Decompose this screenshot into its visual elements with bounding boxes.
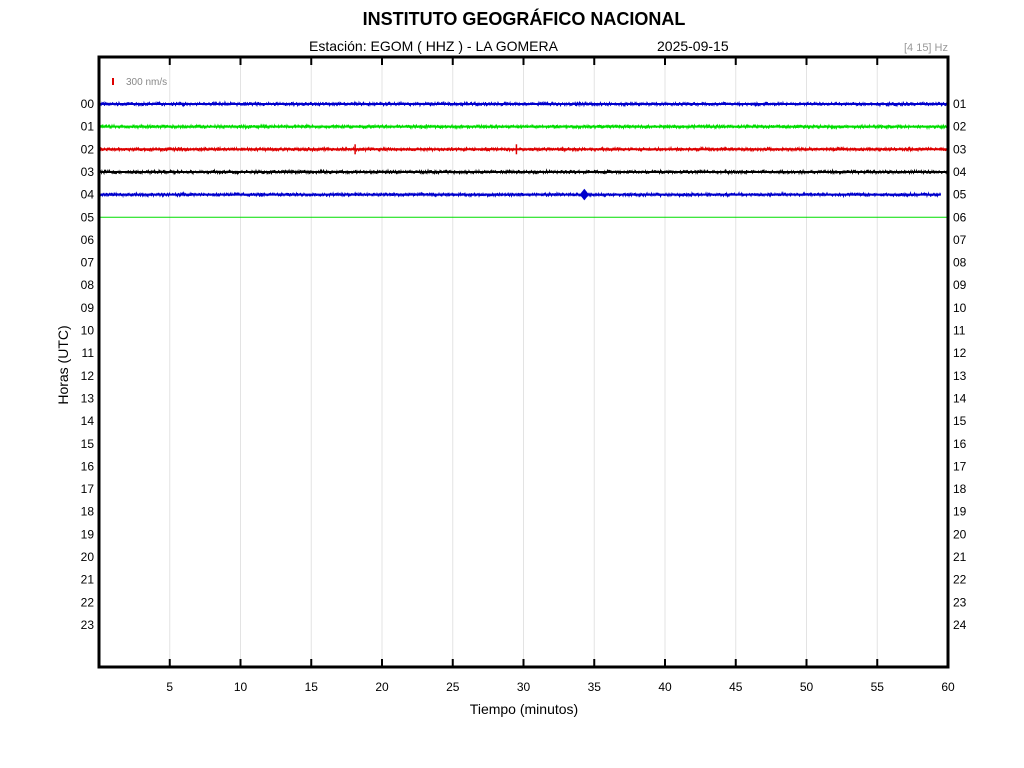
y-axis-label: Horas (UTC) (55, 325, 71, 404)
y-tick-label-left: 10 (81, 324, 95, 338)
y-tick-label-left: 12 (81, 369, 95, 383)
y-tick-label-right: 22 (953, 573, 967, 587)
x-tick-label: 25 (446, 680, 460, 694)
y-tick-label-left: 01 (81, 120, 95, 134)
y-tick-label-left: 19 (81, 527, 95, 541)
y-tick-label-left: 11 (82, 346, 95, 360)
y-tick-label-left: 14 (81, 414, 95, 428)
y-tick-label-right: 07 (953, 233, 967, 247)
filter-band-label: [4 15] Hz (903, 42, 948, 54)
axis-ticks (168, 57, 949, 667)
tick-labels: 5 10 15 20 25 30 35 40 45 50 55 60 00 01 02 03 04 05 06 07 0… (81, 97, 967, 694)
station-label: Estación: EGOM ( HHZ ) - LA GOMERA (309, 38, 558, 54)
chart-title: INSTITUTO GEOGRÁFICO NACIONAL (362, 9, 686, 29)
x-tick-label: 45 (729, 680, 743, 694)
y-tick-label-left: 15 (81, 437, 95, 451)
x-tick-label: 30 (517, 680, 531, 694)
y-tick-label-left: 02 (81, 142, 95, 156)
y-tick-label-left: 06 (81, 233, 95, 247)
y-tick-label-right: 09 (953, 278, 967, 292)
trace-event-burst (579, 188, 589, 201)
y-tick-label-left: 00 (81, 97, 95, 111)
seismic-traces (98, 100, 949, 218)
y-tick-label-left: 04 (81, 188, 95, 202)
y-tick-label-left: 07 (81, 256, 95, 270)
x-tick-label: 5 (166, 680, 173, 694)
y-tick-label-left: 13 (81, 391, 95, 405)
y-tick-label-left: 22 (81, 595, 95, 609)
y-tick-label-left: 05 (81, 210, 95, 224)
y-tick-label-right: 01 (953, 97, 967, 111)
y-tick-label-right: 16 (953, 437, 967, 451)
y-tick-label-right: 15 (953, 414, 967, 428)
x-tick-label: 20 (375, 680, 389, 694)
y-tick-label-left: 23 (81, 618, 95, 632)
y-tick-label-right: 10 (953, 301, 967, 315)
y-tick-label-right: 02 (953, 120, 967, 134)
grid-lines (169, 57, 878, 667)
x-tick-label: 50 (800, 680, 814, 694)
x-axis-label: Tiempo (minutos) (470, 701, 578, 717)
y-tick-label-right: 03 (953, 142, 967, 156)
y-tick-label-left: 17 (81, 482, 95, 496)
scale-bar (112, 78, 114, 85)
scale-label: 300 nm/s (126, 77, 167, 88)
y-tick-label-left: 20 (81, 550, 95, 564)
y-tick-label-left: 16 (81, 459, 95, 473)
y-tick-label-right: 18 (953, 482, 967, 496)
y-tick-label-right: 17 (953, 459, 967, 473)
y-tick-label-right: 11 (953, 324, 966, 338)
y-tick-label-right: 06 (953, 210, 967, 224)
y-tick-label-right: 12 (953, 346, 967, 360)
y-tick-label-left: 03 (81, 165, 95, 179)
x-tick-label: 15 (305, 680, 319, 694)
y-tick-label-left: 09 (81, 301, 95, 315)
x-tick-label: 35 (588, 680, 602, 694)
y-tick-label-right: 20 (953, 527, 967, 541)
y-tick-label-left: 08 (81, 278, 95, 292)
y-tick-label-right: 23 (953, 595, 967, 609)
y-tick-label-left: 21 (81, 573, 95, 587)
y-tick-label-right: 05 (953, 188, 967, 202)
x-tick-label: 40 (658, 680, 672, 694)
date-label: 2025-09-15 (657, 38, 729, 54)
y-tick-label-right: 04 (953, 165, 967, 179)
y-tick-label-right: 14 (953, 391, 967, 405)
y-tick-label-right: 08 (953, 256, 967, 270)
y-tick-label-right: 13 (953, 369, 967, 383)
x-tick-label: 60 (941, 680, 955, 694)
y-tick-label-right: 19 (953, 505, 967, 519)
y-tick-label-right: 21 (953, 550, 967, 564)
y-tick-label-right: 24 (953, 618, 967, 632)
x-tick-label: 10 (234, 680, 248, 694)
y-tick-label-left: 18 (81, 505, 95, 519)
x-tick-label: 55 (871, 680, 885, 694)
